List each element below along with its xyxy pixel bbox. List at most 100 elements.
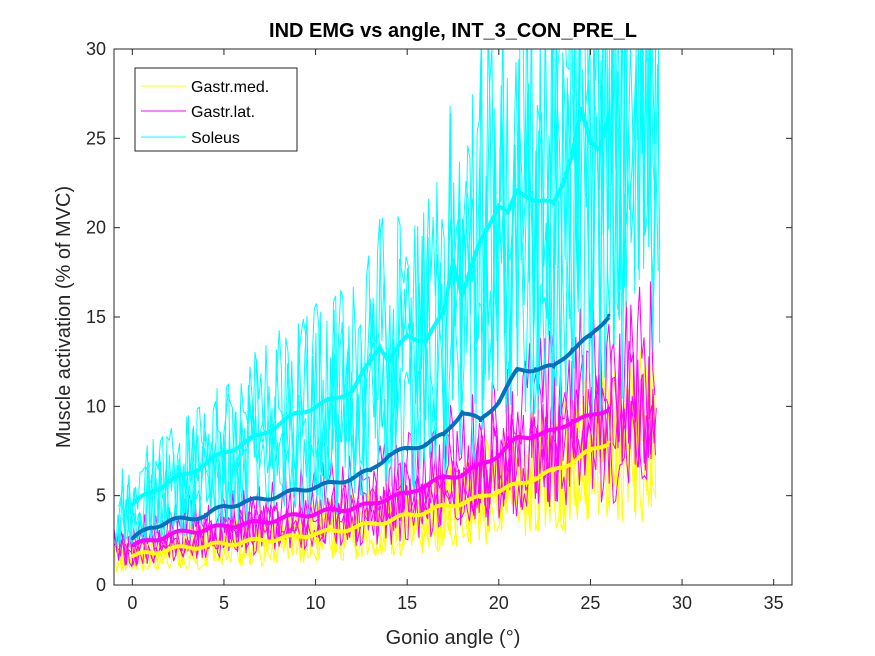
data-point <box>387 519 391 523</box>
x-tick-label: 10 <box>306 593 326 613</box>
data-point <box>460 501 464 505</box>
data-point <box>552 429 556 433</box>
data-point <box>258 520 263 525</box>
data-point <box>368 469 373 473</box>
data-point <box>588 415 593 419</box>
y-axis-label: Muscle activation (% of MVC) <box>53 186 75 448</box>
data-point <box>387 452 391 457</box>
raw-trace <box>118 49 661 548</box>
data-point <box>149 551 153 555</box>
data-point <box>277 517 281 521</box>
data-point <box>368 360 373 364</box>
data-point <box>350 476 354 480</box>
data-point <box>570 151 574 155</box>
data-point <box>597 147 602 151</box>
data-point <box>570 347 574 351</box>
data-point <box>130 544 134 548</box>
data-point <box>277 422 281 426</box>
x-tick-label: 5 <box>219 593 229 613</box>
data-point <box>497 488 501 492</box>
data-point <box>478 419 483 423</box>
data-point <box>442 476 446 480</box>
data-point <box>240 442 244 446</box>
data-point <box>451 258 455 262</box>
data-point <box>368 522 373 526</box>
data-point <box>277 536 281 541</box>
data-point <box>497 452 501 457</box>
x-tick-label: 15 <box>397 593 417 613</box>
data-point <box>460 472 464 476</box>
data-point <box>130 503 134 507</box>
chart-title: IND EMG vs angle, INT_3_CON_PRE_L <box>269 20 637 42</box>
data-point <box>561 181 565 185</box>
data-point <box>149 490 153 494</box>
x-tick-label: 0 <box>127 593 137 613</box>
data-point <box>423 510 428 514</box>
data-point <box>167 533 171 537</box>
data-point <box>552 202 556 207</box>
data-point <box>405 492 409 496</box>
y-tick-label: 15 <box>86 307 106 327</box>
data-point <box>185 529 189 534</box>
data-point <box>387 495 391 500</box>
data-point <box>258 497 263 501</box>
x-axis-label: Gonio angle (°) <box>386 627 521 649</box>
data-point <box>552 469 556 473</box>
data-point <box>313 404 318 408</box>
data-point <box>387 358 391 362</box>
data-point <box>332 529 336 534</box>
data-point <box>130 554 134 559</box>
legend[interactable]: Gastr.med. Gastr.lat. Soleus <box>134 67 298 152</box>
data-point <box>368 503 373 507</box>
y-tick-label: 20 <box>86 218 106 238</box>
raw-trace <box>114 373 657 566</box>
data-point <box>478 240 483 244</box>
data-point <box>533 476 538 480</box>
data-point <box>515 190 519 194</box>
data-point <box>149 538 153 542</box>
data-point <box>204 528 208 532</box>
data-point <box>240 540 244 544</box>
data-point <box>258 433 263 437</box>
data-point <box>295 513 299 517</box>
data-point <box>497 399 501 403</box>
data-point <box>350 388 354 392</box>
data-point <box>460 410 464 414</box>
data-point <box>533 197 538 201</box>
data-point <box>607 440 611 444</box>
mean-traces <box>130 106 611 559</box>
data-point <box>533 367 538 371</box>
data-point <box>515 436 519 441</box>
data-point <box>222 542 226 546</box>
data-point <box>277 494 281 498</box>
data-point <box>460 292 464 296</box>
data-point <box>588 142 593 146</box>
raw-traces <box>114 49 661 573</box>
data-point <box>332 508 336 512</box>
legend-label-gastr-med: Gastr.med. <box>191 79 269 96</box>
data-point <box>313 485 318 489</box>
raw-trace <box>114 374 656 569</box>
data-point <box>423 442 428 446</box>
data-point <box>204 544 208 548</box>
data-point <box>222 451 226 455</box>
data-point <box>423 483 428 487</box>
data-point <box>295 411 299 416</box>
data-point <box>167 479 171 483</box>
x-tick-label: 20 <box>489 593 509 613</box>
data-point <box>588 335 593 339</box>
x-tick-label: 30 <box>672 593 692 613</box>
data-point <box>258 538 263 542</box>
legend-label-soleus: Soleus <box>191 130 240 147</box>
data-point <box>506 211 510 215</box>
data-point <box>332 481 336 485</box>
data-point <box>185 517 189 521</box>
data-point <box>240 501 244 505</box>
data-point <box>405 447 409 451</box>
data-point <box>533 433 538 437</box>
data-point <box>607 111 611 115</box>
data-point <box>222 524 226 528</box>
data-point <box>204 513 208 517</box>
data-point <box>295 488 299 492</box>
data-point <box>607 406 611 410</box>
